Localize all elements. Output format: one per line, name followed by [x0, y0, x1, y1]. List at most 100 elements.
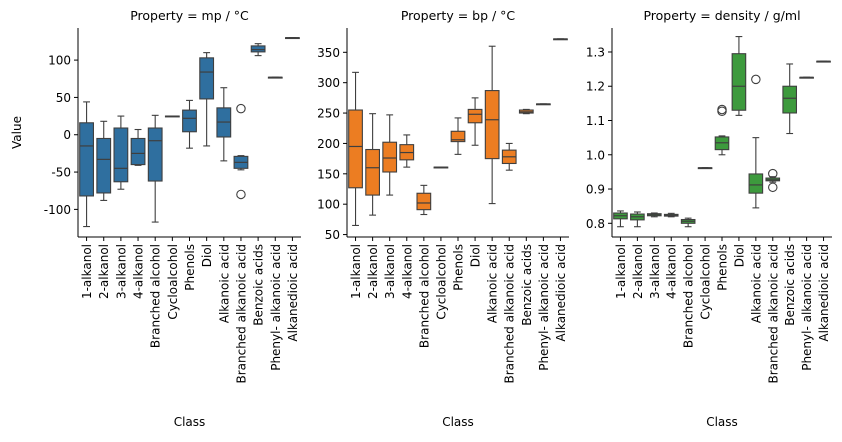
x-axis-label: Class: [706, 415, 738, 429]
x-tick-label: Branched alkanoic acid: [503, 244, 517, 384]
outlier-point: [236, 189, 246, 200]
y-tick-label: 1.0: [586, 148, 605, 162]
x-tick-label: 4-alkanol: [400, 244, 414, 299]
box-5: [164, 115, 180, 118]
x-tick-label: 4-alkanol: [132, 244, 146, 299]
y-tick-label: 250: [317, 107, 340, 121]
x-tick-label: Alkanedioic acid: [554, 244, 568, 342]
y-tick-label: -50: [51, 166, 71, 180]
box-1: [630, 211, 645, 228]
y-tick-label: 0.8: [586, 217, 605, 231]
y-axis-label: Value: [10, 116, 24, 149]
box-4: [416, 184, 432, 216]
outlier-point: [236, 103, 246, 114]
y-tick-label: 50: [325, 228, 340, 242]
x-tick-label: Branched alcohol: [682, 244, 696, 348]
x-tick-label: Phenols: [183, 244, 197, 291]
box-4: [680, 217, 696, 228]
x-axis-label: Class: [442, 415, 474, 429]
x-tick-label: 1-alkanol: [349, 244, 363, 299]
box-7: [731, 36, 747, 116]
facet-title: Property = density / g/ml: [643, 8, 800, 23]
box-body: [199, 57, 215, 100]
box-body: [467, 108, 483, 124]
x-tick-label: Cycloalcohol: [434, 244, 448, 320]
x-tick-label: Branched alkanoic acid: [766, 244, 780, 384]
box-10: [518, 108, 534, 115]
x-tick-label: Phenols: [452, 244, 466, 291]
x-tick-label: 3-alkanol: [383, 244, 397, 299]
box-2: [113, 115, 129, 190]
box-7: [467, 97, 483, 146]
x-tick-label: Alkanedioic acid: [817, 244, 831, 342]
x-tick-label: Benzoic acids: [520, 244, 534, 326]
y-tick-label: 1.1: [586, 114, 605, 128]
box-10: [250, 43, 266, 57]
box-body: [416, 192, 432, 211]
box-2: [382, 114, 398, 196]
box-12: [285, 37, 300, 40]
x-tick-label: 1-alkanol: [614, 244, 628, 299]
x-tick-label: Alkanedioic acid: [286, 244, 300, 342]
box-3: [130, 128, 146, 166]
box-body: [130, 137, 146, 166]
box-11: [536, 103, 551, 106]
facet-title: Property = mp / °C: [130, 8, 249, 23]
x-tick-label: Cycloalcohol: [699, 244, 713, 320]
x-tick-label: Cycloalcohol: [166, 244, 180, 320]
box-body: [731, 53, 747, 111]
x-tick-label: Alkanoic acid: [749, 244, 763, 323]
box-3: [399, 134, 415, 168]
x-tick-label: 3-alkanol: [114, 244, 128, 299]
y-tick-label: 200: [317, 137, 340, 151]
y-tick-label: 0.9: [586, 183, 605, 197]
x-axis-label: Class: [174, 415, 206, 429]
facet-panel-2: Property = density / g/ml 0.8 0.9 1.0 1.1 1.2…: [586, 8, 832, 429]
x-tick-label: 4-alkanol: [665, 244, 679, 299]
box-body: [96, 137, 112, 194]
box-4: [147, 114, 163, 223]
y-tick-label: 350: [317, 46, 340, 60]
x-tick-label: Alkanoic acid: [486, 244, 500, 323]
outlier-point: [717, 104, 727, 115]
box-body: [748, 173, 764, 194]
x-tick-label: Phenyl- alkanoic acid: [269, 244, 283, 371]
x-tick-label: Diol: [200, 244, 214, 267]
x-tick-label: Phenols: [716, 244, 730, 291]
y-tick-label: 300: [317, 76, 340, 90]
box-body: [365, 148, 380, 196]
y-tick-label: 0: [63, 128, 71, 142]
x-tick-label: Diol: [469, 244, 483, 267]
x-tick-label: 1-alkanol: [80, 244, 94, 299]
x-tick-label: Diol: [732, 244, 746, 267]
x-tick-label: Phenyl- alkanoic acid: [800, 244, 814, 371]
y-tick-label: 1.2: [586, 80, 605, 94]
x-tick-label: Phenyl- alkanoic acid: [537, 244, 551, 371]
box-6: [450, 117, 466, 155]
facet-panel-1: Property = bp / °C 50 100 150 200 250 300 350 1-…: [317, 8, 569, 429]
box-6: [714, 104, 730, 156]
y-tick-label: 100: [48, 54, 71, 68]
box-body: [382, 141, 398, 173]
box-7: [199, 52, 215, 147]
box-5: [697, 167, 713, 170]
x-tick-label: 2-alkanol: [631, 244, 645, 299]
box-0: [79, 101, 94, 228]
y-tick-label: 1.3: [586, 45, 605, 59]
box-8: [748, 74, 764, 209]
y-tick-label: 150: [317, 167, 340, 181]
facet-title: Property = bp / °C: [401, 8, 516, 23]
box-body: [182, 109, 197, 133]
box-body: [782, 85, 798, 114]
box-1: [365, 113, 380, 216]
box-11: [267, 76, 283, 79]
facet-panel-0: Property = mp / °C -100 -50 0 50 100 1-alkanol…: [44, 8, 301, 429]
box-body: [450, 130, 466, 143]
box-body: [113, 127, 129, 183]
box-0: [348, 71, 363, 227]
box-9: [765, 168, 781, 193]
x-tick-label: Branched alcohol: [417, 244, 431, 348]
box-8: [484, 45, 500, 205]
